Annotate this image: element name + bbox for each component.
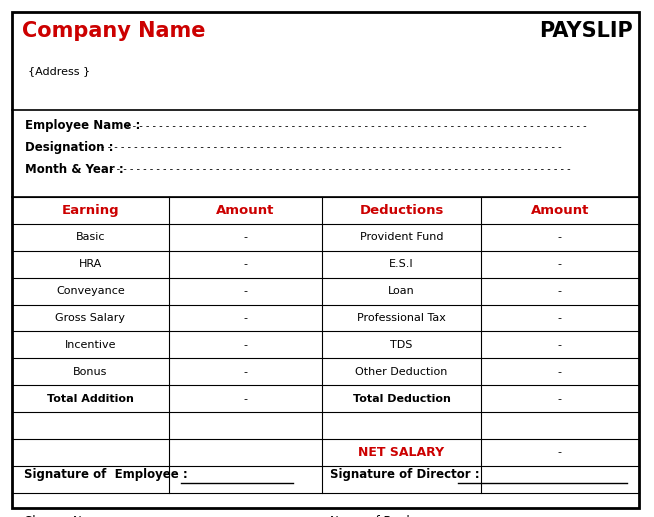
Text: Gross Salary: Gross Salary	[55, 313, 126, 323]
Text: Other Deduction: Other Deduction	[355, 367, 448, 377]
Text: Deductions: Deductions	[359, 204, 444, 217]
Text: -: -	[243, 340, 248, 350]
Text: - - - - - - - - - - - - - - - - - - - - - - - - - - - - - - - - - - - - - - - - : - - - - - - - - - - - - - - - - - - - - …	[101, 142, 565, 153]
Text: Basic: Basic	[75, 232, 105, 242]
Text: Earning: Earning	[61, 204, 119, 217]
Text: - - - - - - - - - - - - - - - - - - - - - - - - - - - - - - - - - - - - - - - - : - - - - - - - - - - - - - - - - - - - - …	[126, 120, 590, 131]
Text: {Address }: {Address }	[28, 66, 90, 76]
Text: HRA: HRA	[78, 259, 102, 269]
Text: Designation :: Designation :	[25, 141, 113, 154]
Text: -: -	[558, 286, 562, 296]
Text: Provident Fund: Provident Fund	[360, 232, 443, 242]
Text: -: -	[558, 340, 562, 350]
Text: -: -	[558, 259, 562, 269]
Text: -: -	[243, 232, 248, 242]
Text: Loan: Loan	[388, 286, 415, 296]
Text: Employee Name :: Employee Name :	[25, 119, 140, 132]
Text: - - - - - - - - - - - - - - - - - - - - - - - - - - - - - - - - - - - - - - - - : - - - - - - - - - - - - - - - - - - - - …	[110, 164, 574, 174]
Text: Total Deduction: Total Deduction	[353, 393, 451, 404]
Text: Name of Bank :: Name of Bank :	[330, 514, 421, 517]
Text: TDS: TDS	[390, 340, 413, 350]
Text: -: -	[243, 286, 248, 296]
Text: Bonus: Bonus	[73, 367, 107, 377]
Text: -: -	[243, 393, 248, 404]
Text: Amount: Amount	[216, 204, 275, 217]
Text: Company Name: Company Name	[22, 21, 205, 41]
Text: -: -	[243, 259, 248, 269]
Text: -: -	[243, 313, 248, 323]
Text: Month & Year :: Month & Year :	[25, 162, 124, 176]
Text: -: -	[558, 367, 562, 377]
Text: Incentive: Incentive	[65, 340, 116, 350]
Text: PAYSLIP: PAYSLIP	[539, 21, 632, 41]
Text: -: -	[558, 232, 562, 242]
Text: Signature of Director :: Signature of Director :	[330, 467, 480, 481]
Text: -: -	[558, 447, 562, 458]
Text: E.S.I: E.S.I	[389, 259, 414, 269]
Text: Total Addition: Total Addition	[47, 393, 133, 404]
Text: Cheque No :: Cheque No :	[24, 514, 96, 517]
Text: Signature of  Employee :: Signature of Employee :	[24, 467, 187, 481]
Text: Conveyance: Conveyance	[56, 286, 125, 296]
Text: Amount: Amount	[530, 204, 589, 217]
Text: -: -	[558, 393, 562, 404]
Text: -: -	[243, 367, 248, 377]
Text: Professional Tax: Professional Tax	[357, 313, 446, 323]
Text: -: -	[558, 313, 562, 323]
Text: NET SALARY: NET SALARY	[358, 446, 445, 459]
